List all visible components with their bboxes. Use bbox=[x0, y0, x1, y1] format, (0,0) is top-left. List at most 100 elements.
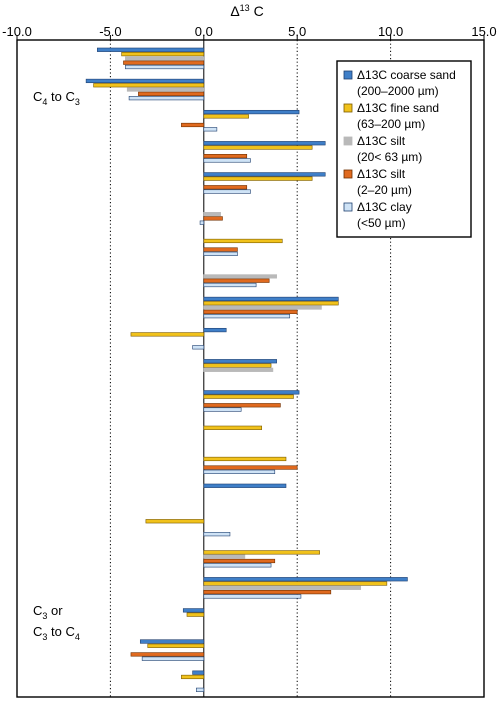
bar bbox=[203, 274, 277, 279]
bars bbox=[85, 47, 408, 692]
bar bbox=[141, 656, 205, 661]
bar bbox=[203, 594, 302, 599]
x-tick-label: 0.0 bbox=[195, 24, 213, 39]
bar bbox=[203, 581, 388, 586]
bar bbox=[203, 585, 362, 590]
bar bbox=[203, 394, 294, 399]
bar bbox=[199, 220, 205, 225]
bar bbox=[203, 367, 274, 372]
x-axis: -10.0 -5.0 0.0 5.0 10.0 15.0 bbox=[2, 24, 497, 40]
bar bbox=[138, 91, 205, 96]
bar bbox=[121, 51, 205, 57]
bar bbox=[203, 278, 270, 283]
bar bbox=[203, 247, 238, 252]
legend-label-range: (2–20 µm) bbox=[357, 183, 412, 197]
bar bbox=[128, 96, 205, 101]
bar bbox=[186, 612, 205, 617]
bar bbox=[145, 519, 205, 524]
bar bbox=[192, 345, 205, 350]
bar bbox=[203, 550, 320, 555]
bar bbox=[130, 652, 205, 657]
legend-swatch bbox=[343, 169, 353, 179]
bar bbox=[147, 643, 205, 648]
bar bbox=[203, 109, 300, 115]
bar bbox=[203, 425, 263, 430]
bar bbox=[203, 216, 223, 221]
bar bbox=[203, 158, 251, 163]
bar bbox=[203, 301, 339, 306]
bar bbox=[130, 332, 205, 337]
bar bbox=[203, 309, 298, 314]
bar bbox=[203, 154, 248, 159]
bar bbox=[203, 363, 272, 368]
bar bbox=[97, 47, 205, 52]
legend-swatch bbox=[343, 202, 353, 212]
legend-swatch bbox=[343, 70, 353, 80]
legend-label: Δ13C fine sand bbox=[357, 101, 439, 115]
bar bbox=[192, 670, 205, 675]
legend: Δ13C coarse sand (200–2000 µm) Δ13C fine s… bbox=[336, 60, 472, 238]
bar bbox=[203, 212, 221, 217]
bar bbox=[203, 145, 313, 150]
bar bbox=[93, 83, 205, 88]
x-tick-label: -10.0 bbox=[2, 24, 32, 39]
bar bbox=[203, 314, 291, 319]
bar bbox=[203, 403, 281, 408]
bar bbox=[182, 608, 205, 613]
legend-label: Δ13C coarse sand bbox=[357, 68, 456, 82]
bar bbox=[181, 674, 205, 680]
bar bbox=[203, 327, 227, 333]
bar bbox=[203, 238, 283, 244]
plot-frame bbox=[16, 39, 485, 698]
bar bbox=[203, 172, 326, 177]
bar bbox=[203, 554, 246, 559]
bar bbox=[203, 305, 322, 310]
bar bbox=[203, 296, 339, 302]
bar bbox=[126, 87, 205, 92]
bar bbox=[203, 390, 300, 395]
bar bbox=[203, 532, 231, 537]
x-tick-label: 5.0 bbox=[288, 24, 306, 39]
bar bbox=[203, 114, 249, 119]
bar bbox=[196, 687, 205, 692]
bar bbox=[203, 465, 298, 470]
legend-label: Δ13C silt bbox=[357, 167, 406, 181]
bar bbox=[203, 185, 248, 190]
annotation: C3 to C4 bbox=[33, 624, 80, 642]
bar bbox=[203, 189, 251, 194]
bar bbox=[203, 456, 287, 462]
legend-box bbox=[336, 60, 472, 238]
bar bbox=[203, 176, 313, 181]
legend-label-range: (200–2000 µm) bbox=[357, 84, 439, 98]
bar bbox=[203, 359, 277, 364]
legend-label: Δ13C silt bbox=[357, 134, 406, 148]
bar bbox=[181, 122, 205, 128]
legend-label-range: (63–200 µm) bbox=[357, 117, 425, 131]
bar bbox=[203, 563, 272, 568]
annotations: C4 to C3 C3 or C3 to C4 bbox=[33, 89, 80, 642]
bar bbox=[123, 60, 205, 65]
legend-label: Δ13C clay bbox=[357, 200, 412, 214]
x-axis-title: Δ13 C bbox=[230, 3, 263, 19]
bar bbox=[125, 64, 205, 70]
bar bbox=[203, 141, 326, 146]
bar bbox=[139, 639, 205, 644]
bar bbox=[203, 251, 238, 256]
legend-swatch bbox=[343, 103, 353, 113]
bar bbox=[203, 558, 276, 564]
bar bbox=[203, 577, 408, 582]
bar bbox=[203, 407, 242, 412]
legend-swatch bbox=[343, 136, 353, 146]
x-tick-label: 15.0 bbox=[471, 24, 496, 39]
annotation: C4 to C3 bbox=[33, 89, 80, 107]
bar bbox=[85, 78, 205, 84]
x-tick-label: 10.0 bbox=[378, 24, 403, 39]
bar bbox=[203, 590, 332, 595]
bar bbox=[203, 469, 276, 474]
bar bbox=[203, 483, 287, 488]
legend-label-range: (20< 63 µm) bbox=[357, 150, 422, 164]
x-tick-label: -5.0 bbox=[99, 24, 121, 39]
bar bbox=[203, 127, 218, 132]
legend-label-range: (<50 µm) bbox=[357, 216, 406, 230]
